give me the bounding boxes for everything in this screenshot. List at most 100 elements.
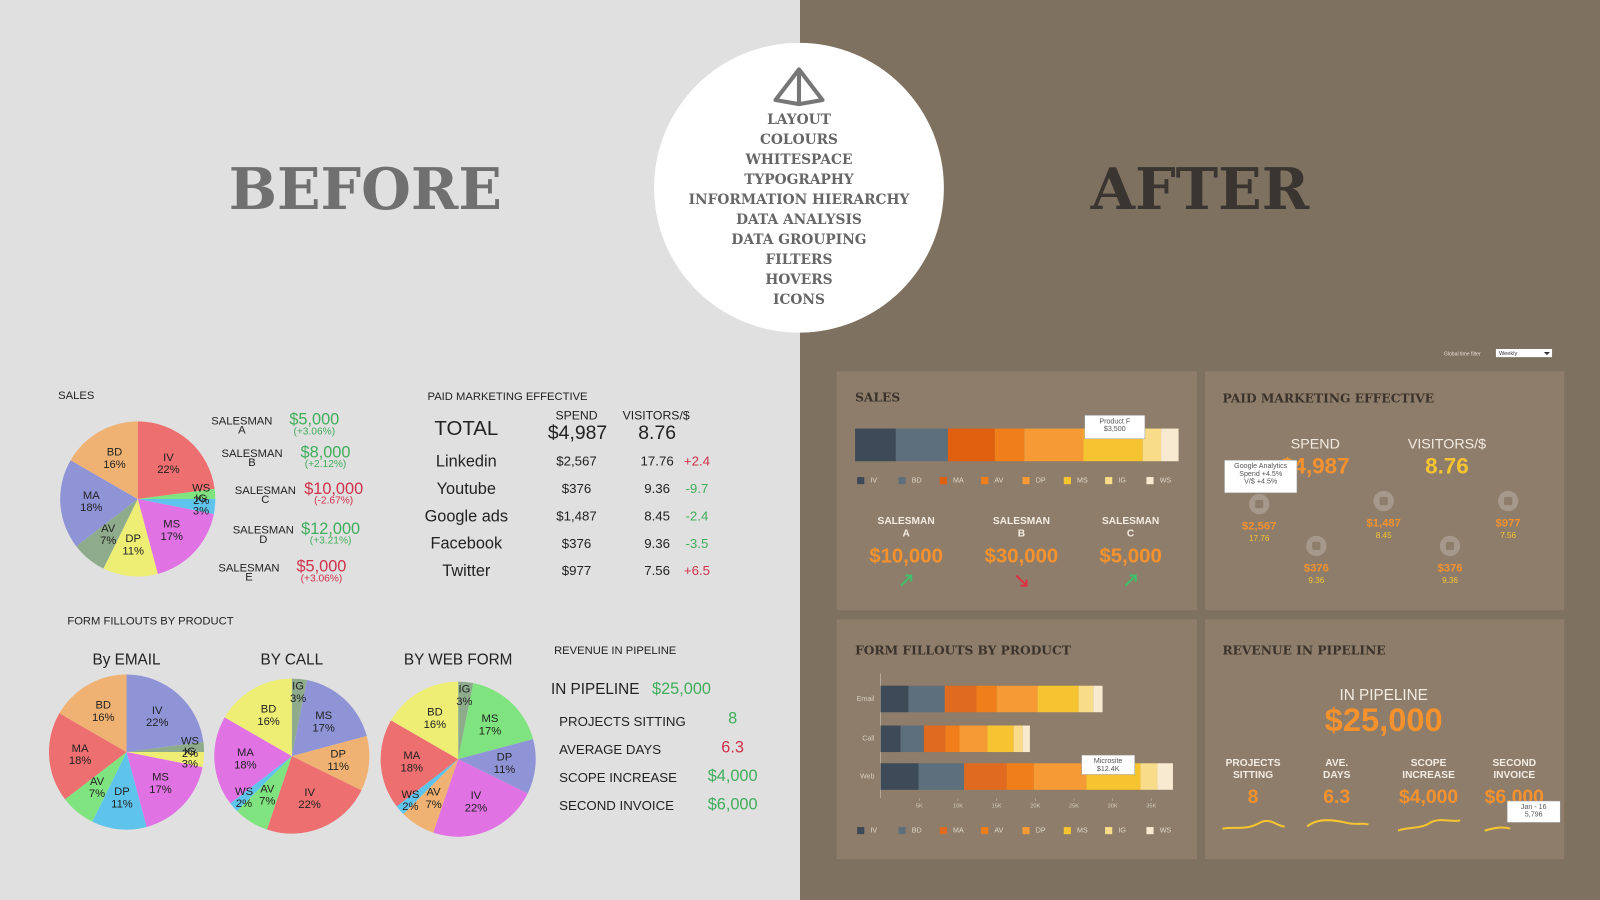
legend-swatch — [939, 827, 947, 835]
channel-change: +2.4 — [684, 454, 710, 469]
tooltip — [1506, 800, 1561, 823]
pie-slice — [59, 674, 127, 753]
slice-name: IV — [304, 787, 315, 799]
bar-segment — [945, 725, 960, 753]
section-title: FORM FILLOUTS BY PRODUCT — [67, 615, 233, 627]
channel-visitors: 9.36 — [1442, 576, 1458, 585]
pie-slice — [391, 681, 459, 760]
channel-visitors: 8.45 — [1376, 531, 1392, 540]
dropdown-arrow — [1543, 352, 1550, 356]
salesman-amount: $5,000 — [296, 558, 346, 576]
slice-value-label: 22% — [465, 802, 487, 814]
slice-value-label: 16% — [92, 712, 114, 724]
section-title: PAID MARKETING EFFECTIVE — [428, 391, 588, 403]
legend-label: DP — [1036, 827, 1046, 835]
column-header: VISITORS/$ — [623, 409, 690, 423]
pie-slice — [433, 759, 528, 837]
pie-slice — [291, 680, 367, 757]
channel-visitors: 17.76 — [641, 454, 674, 469]
channel: Youtube — [437, 480, 496, 498]
filter-label: Global time filter — [1444, 351, 1481, 357]
slice-name: MA — [83, 490, 100, 502]
slice-name: WS — [181, 736, 199, 748]
slice-value-label: 2% — [193, 495, 209, 507]
channel-visitors: 9.36 — [644, 481, 670, 496]
slice-name: MA — [72, 743, 89, 755]
salesman-name: B — [248, 457, 255, 469]
metric-label: SCOPE INCREASE — [559, 770, 677, 785]
time-filter-select[interactable] — [1495, 348, 1553, 358]
bar-segment — [880, 725, 901, 753]
pie-slice — [458, 739, 536, 794]
bar-segment — [1037, 685, 1079, 713]
salesman-amount: $8,000 — [301, 443, 351, 461]
pipeline-value: $25,000 — [1325, 701, 1443, 738]
tooltip — [1081, 754, 1135, 775]
section-title: PAID MARKETING EFFECTIVE — [1222, 391, 1434, 405]
legend-swatch — [1146, 827, 1154, 835]
bar-segment — [1161, 428, 1179, 462]
slice-value-label: 3% — [193, 505, 209, 517]
panel — [836, 371, 1197, 611]
slice-value-label: 11% — [122, 545, 144, 557]
slice-name: IV — [163, 452, 174, 464]
bar-segment — [994, 428, 1025, 462]
slice-value-label: 18% — [69, 755, 91, 767]
slice-name: WS — [192, 483, 210, 495]
slice-name: IG — [184, 746, 196, 758]
salesman-change: (+3.06%) — [293, 426, 335, 437]
panel — [1205, 619, 1565, 860]
tooltip-text: $12.4K — [1097, 765, 1120, 773]
slice-value-label: 22% — [298, 799, 320, 811]
legend-swatch — [1063, 827, 1071, 835]
slice-value-label: 7% — [425, 799, 441, 811]
salesman-name: SALESMAN — [235, 485, 296, 497]
x-tick-label: 20K — [1030, 804, 1040, 810]
total-label: TOTAL — [434, 418, 498, 440]
channel: Linkedin — [436, 453, 497, 471]
salesman-name: SALESMAN — [1102, 516, 1159, 527]
bar-segment — [895, 428, 948, 462]
section-title: SALES — [58, 390, 94, 402]
bar-segment — [1078, 685, 1094, 713]
channel-change: -2.4 — [686, 508, 709, 523]
legend-swatch — [1146, 477, 1154, 485]
legend-swatch — [981, 827, 989, 835]
slice-name: MS — [315, 710, 332, 722]
channel-spend: $376 — [562, 536, 591, 551]
channel-change: -3.5 — [686, 536, 709, 551]
channel: Twitter — [442, 562, 491, 580]
legend-label: MA — [953, 827, 964, 835]
legend-label: DP — [1036, 477, 1046, 485]
logo — [773, 67, 825, 107]
channel-icon-glyph — [1379, 496, 1388, 506]
tooltip — [1224, 459, 1298, 494]
x-tick-label: 5K — [916, 804, 923, 810]
metric-label: DAYS — [1323, 770, 1351, 781]
salesman-name: A — [238, 425, 246, 437]
x-tick-label: 15K — [992, 804, 1002, 810]
bar-segment — [1142, 428, 1162, 462]
slice-name: MA — [237, 747, 254, 759]
checklist-item: COLOURS — [760, 132, 838, 148]
metric-value: $4,000 — [708, 767, 758, 785]
channel-spend: $977 — [562, 563, 591, 578]
pie-slice — [126, 674, 204, 753]
checklist-circle — [654, 42, 944, 333]
pie-slice — [70, 421, 138, 499]
channel-change: +6.5 — [684, 563, 710, 578]
slice-name: DP — [330, 749, 346, 761]
checklist-item: DATA ANALYSIS — [736, 212, 862, 228]
legend-label: WS — [1160, 827, 1172, 835]
legend-label: BD — [912, 477, 922, 485]
checklist-item: FILTERS — [766, 252, 833, 268]
slice-name: BD — [107, 447, 123, 459]
tooltip-text: Microsite — [1094, 757, 1123, 765]
salesman-name: C — [261, 494, 269, 506]
legend-swatch — [981, 477, 989, 485]
slice-value-label: 2% — [182, 748, 198, 760]
metric-value: $6,000 — [708, 795, 758, 813]
bar-segment — [976, 685, 997, 713]
salesman-amount: $10,000 — [869, 546, 943, 568]
channel-spend: $376 — [1438, 562, 1463, 574]
